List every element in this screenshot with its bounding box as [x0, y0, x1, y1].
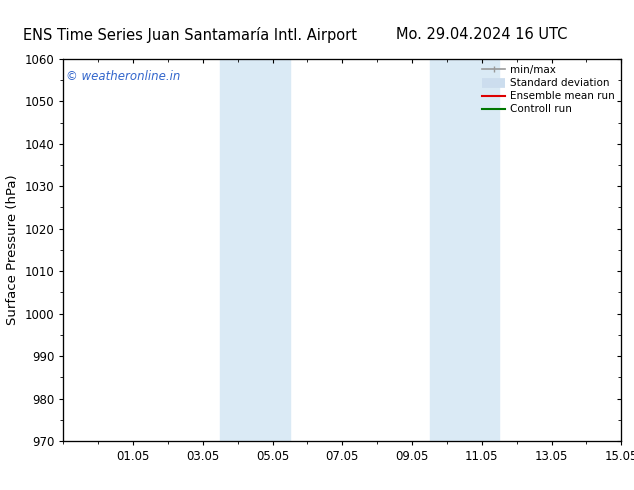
- Legend: min/max, Standard deviation, Ensemble mean run, Controll run: min/max, Standard deviation, Ensemble me…: [478, 61, 619, 119]
- Text: Mo. 29.04.2024 16 UTC: Mo. 29.04.2024 16 UTC: [396, 27, 567, 42]
- Bar: [255, 59, 290, 441]
- Bar: [221, 59, 255, 441]
- Bar: [464, 59, 500, 441]
- Y-axis label: Surface Pressure (hPa): Surface Pressure (hPa): [6, 174, 19, 325]
- Text: © weatheronline.in: © weatheronline.in: [66, 70, 181, 83]
- Text: ENS Time Series Juan Santamaría Intl. Airport: ENS Time Series Juan Santamaría Intl. Ai…: [23, 27, 357, 43]
- Bar: [429, 59, 464, 441]
